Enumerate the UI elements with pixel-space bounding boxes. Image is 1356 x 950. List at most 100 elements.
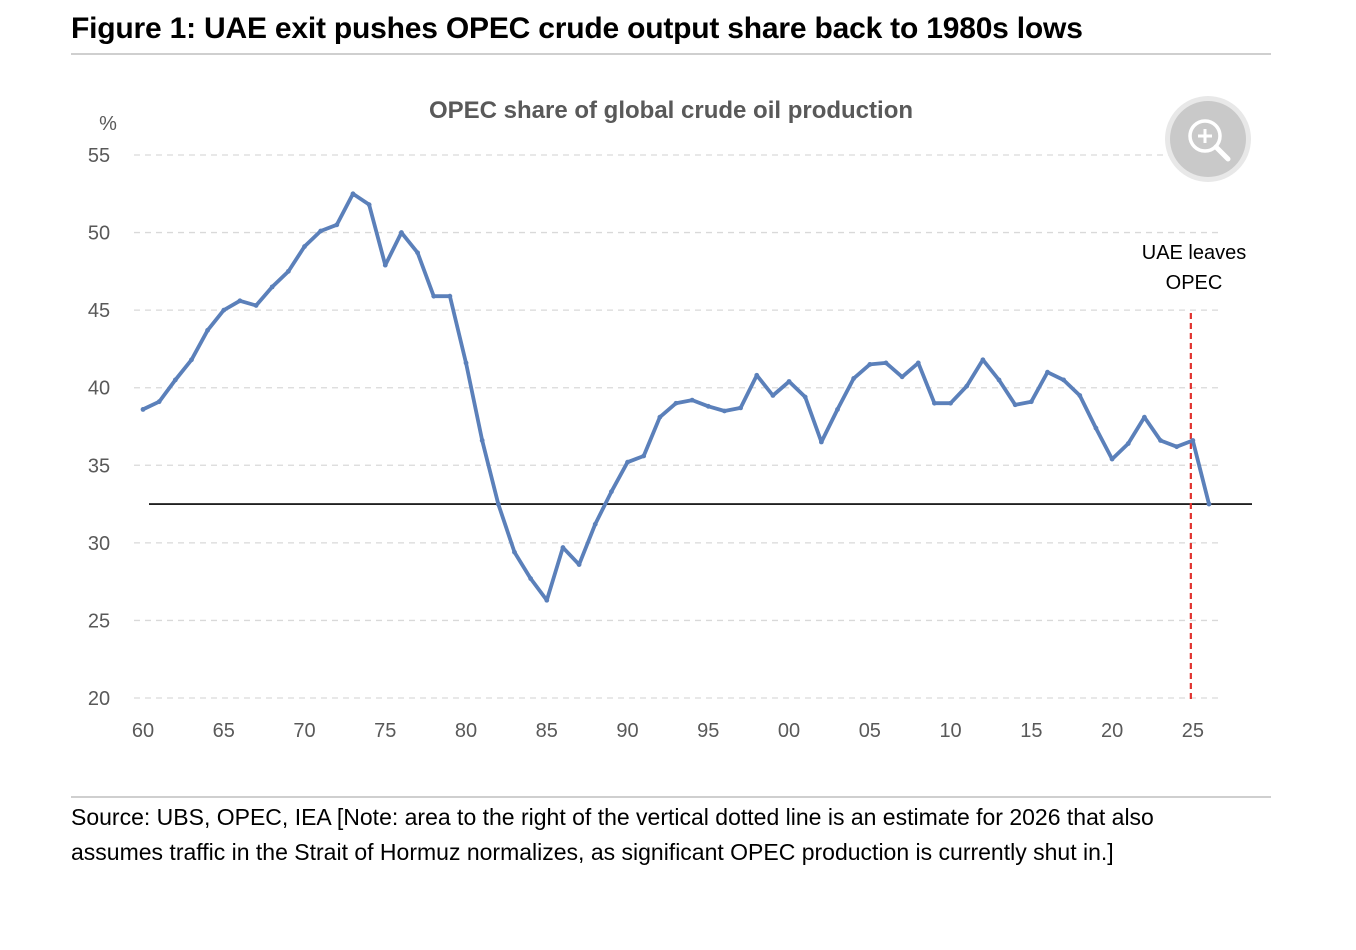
x-tick-label: 65 — [213, 720, 235, 742]
data-point — [1174, 444, 1180, 450]
data-point — [964, 383, 970, 389]
data-point — [948, 400, 953, 406]
data-point — [625, 459, 630, 465]
data-point — [495, 501, 501, 507]
data-point — [705, 403, 711, 409]
data-point — [1061, 377, 1067, 383]
x-tick-label: 00 — [778, 720, 800, 742]
data-point — [479, 438, 485, 443]
data-point — [334, 222, 340, 228]
data-point — [140, 407, 146, 412]
data-point — [269, 284, 275, 290]
uae-exit-annotation: UAE leaves OPEC — [1142, 242, 1247, 700]
y-tick-label: 50 — [88, 223, 110, 245]
y-axis-unit: % — [99, 113, 117, 135]
x-tick-label: 15 — [1020, 720, 1042, 742]
x-tick-label: 25 — [1182, 720, 1204, 742]
data-point — [915, 360, 921, 366]
x-tick-label: 20 — [1101, 720, 1123, 742]
title-divider — [71, 53, 1271, 55]
data-point — [237, 298, 243, 304]
x-tick-label: 80 — [455, 720, 477, 742]
data-point — [1109, 456, 1115, 462]
chart-title: OPEC share of global crude oil productio… — [429, 97, 913, 124]
line-chart: OPEC share of global crude oil productio… — [88, 96, 1252, 742]
data-point — [1125, 441, 1131, 446]
zoom-button[interactable] — [1165, 96, 1251, 182]
data-point — [802, 394, 808, 400]
data-point — [883, 360, 889, 366]
data-point — [899, 374, 905, 380]
data-point — [350, 191, 356, 197]
x-tick-label: 85 — [536, 720, 558, 742]
data-point — [1141, 414, 1147, 420]
x-tick-label: 10 — [939, 720, 961, 742]
series-group — [140, 191, 1212, 603]
data-point — [1045, 369, 1050, 375]
data-point — [1028, 399, 1034, 405]
data-point — [463, 360, 469, 366]
y-tick-label: 25 — [88, 610, 110, 632]
y-axis-ticks: 20 25 30 35 40 45 50 55 — [88, 145, 110, 710]
data-point — [221, 307, 227, 313]
data-point — [1077, 393, 1083, 398]
data-point — [657, 414, 663, 420]
data-point — [996, 377, 1002, 383]
data-point — [366, 202, 372, 208]
data-point — [512, 549, 517, 555]
x-tick-label: 90 — [616, 720, 638, 742]
x-tick-label: 70 — [293, 720, 315, 742]
y-tick-label: 45 — [88, 300, 110, 322]
data-point — [641, 453, 647, 459]
data-point — [431, 293, 437, 299]
data-point — [980, 357, 986, 363]
data-point — [867, 362, 873, 367]
x-tick-label: 75 — [374, 720, 396, 742]
source-note: Source: UBS, OPEC, IEA [Note: area to th… — [71, 804, 1154, 865]
data-point — [544, 597, 550, 603]
data-point — [205, 327, 211, 333]
data-point — [786, 379, 792, 384]
data-point — [738, 405, 744, 411]
x-axis-ticks: 60 65 70 75 80 85 90 95 00 05 10 15 20 25 — [132, 720, 1204, 742]
data-point — [302, 244, 307, 249]
gridlines — [134, 154, 1218, 699]
data-point — [253, 303, 259, 308]
data-point — [835, 407, 840, 412]
y-tick-label: 55 — [88, 145, 110, 167]
data-point — [722, 408, 727, 414]
data-point — [156, 399, 162, 405]
annotation-label: OPEC — [1166, 272, 1223, 294]
data-point — [189, 357, 194, 363]
data-point — [1012, 402, 1018, 408]
annotation-label: UAE leaves — [1142, 242, 1247, 264]
data-point — [318, 228, 324, 234]
data-point — [770, 393, 776, 398]
data-point — [399, 230, 404, 235]
data-point — [1158, 438, 1163, 443]
data-point — [382, 262, 388, 268]
data-point — [851, 376, 857, 381]
y-tick-label: 35 — [88, 455, 110, 477]
data-point — [1206, 501, 1212, 507]
data-point — [673, 400, 679, 406]
data-point — [576, 562, 582, 567]
zoom-in-icon — [1188, 119, 1231, 162]
data-point — [1093, 425, 1099, 431]
data-point — [528, 576, 534, 581]
y-tick-label: 40 — [88, 378, 110, 400]
source-divider — [71, 796, 1271, 798]
data-point — [608, 489, 614, 495]
x-tick-label: 60 — [132, 720, 154, 742]
data-point — [1190, 438, 1196, 443]
data-point — [560, 545, 566, 550]
data-point — [415, 250, 420, 256]
data-point — [172, 377, 178, 383]
data-point — [285, 268, 291, 274]
data-point — [754, 372, 760, 378]
data-point — [932, 400, 937, 406]
data-point — [689, 397, 695, 403]
y-tick-label: 30 — [88, 533, 110, 555]
series-line — [141, 191, 1211, 603]
figure-title: Figure 1: UAE exit pushes OPEC crude out… — [71, 12, 1083, 45]
